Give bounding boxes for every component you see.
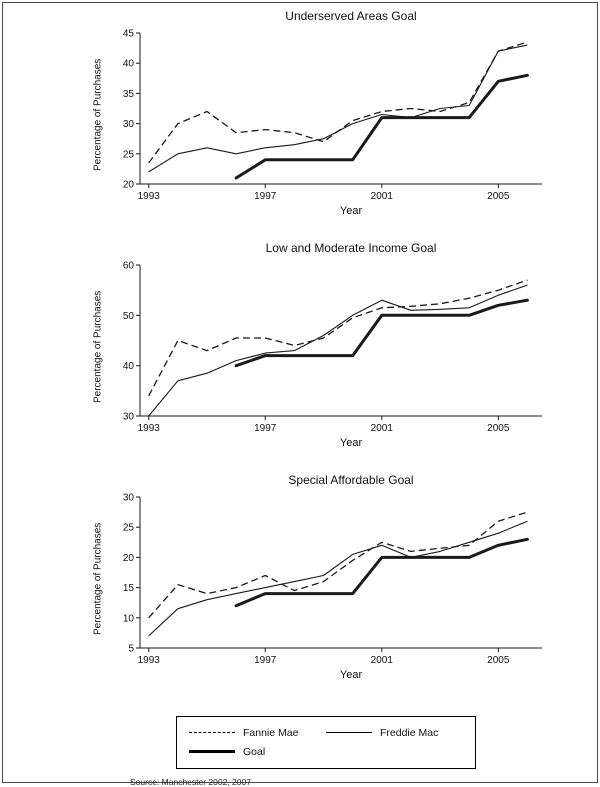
y-tick-label: 40	[123, 59, 135, 70]
y-tick-label: 20	[123, 180, 135, 191]
low-moderate-income-plot: 30 40 50 60 1993 1997 2001 2005	[123, 261, 542, 434]
y-tick-label: 35	[123, 89, 135, 100]
series-line-fannie-mae	[148, 279, 528, 397]
chart-low-and-moderate-income-goal: Low and Moderate Income Goal Percentage …	[90, 238, 562, 470]
series-line-freddie-mac	[148, 520, 528, 637]
legend-label: Freddie Mac	[380, 726, 439, 739]
y-tick-label: 5	[128, 644, 134, 655]
y-tick-label: 25	[123, 523, 135, 534]
y-tick-label: 30	[123, 119, 135, 130]
x-axis-label: Year	[339, 437, 363, 449]
x-tick-label: 1993	[138, 423, 161, 434]
x-tick-label: 2001	[371, 191, 394, 202]
legend-entry-fannie-mae: Fannie Mae	[189, 727, 326, 739]
y-tick-label: 30	[123, 493, 135, 504]
legend-label: Goal	[243, 745, 266, 758]
chart-underserved-areas-goal: Underserved Areas Goal Percentage of Pur…	[90, 6, 562, 238]
figure-column: Underserved Areas Goal Percentage of Pur…	[90, 6, 562, 787]
legend-row: Fannie Mae Freddie Mac	[189, 723, 463, 742]
x-tick-label: 2005	[487, 191, 510, 202]
x-tick-label: 2005	[487, 423, 510, 434]
x-tick-label: 2005	[487, 655, 510, 666]
y-axis-label: Percentage of Purchases	[92, 522, 104, 636]
y-axis-label: Percentage of Purchases	[92, 58, 104, 172]
source-note: Source: Manchester 2002, 2007	[130, 777, 251, 787]
y-tick-label: 60	[123, 261, 135, 272]
dashed-line-sample-icon	[189, 732, 235, 733]
series-line-freddie-mac	[148, 284, 528, 417]
legend: Fannie Mae Freddie Mac Goal	[176, 716, 476, 769]
chart-body: Percentage of Purchases 20 25 30 35 40 45 1993…	[90, 26, 562, 204]
thick-line-sample-icon	[189, 750, 235, 753]
series-line-goal	[234, 298, 529, 368]
series-line-fannie-mae	[148, 511, 528, 619]
chart-body: Percentage of Purchases 5 10 15 20 25 30 1993 1…	[90, 490, 562, 668]
chart-title: Underserved Areas Goal	[285, 9, 417, 23]
y-tick-label: 40	[123, 361, 135, 372]
x-tick-label: 1997	[254, 423, 277, 434]
chart-title: Low and Moderate Income Goal	[265, 241, 437, 255]
series-line-freddie-mac	[148, 44, 528, 173]
special-affordable-plot: 5 10 15 20 25 30 1993 1997 2001 2005	[123, 493, 542, 666]
chart-special-affordable-goal: Special Affordable Goal Percentage of Pu…	[90, 470, 562, 702]
x-tick-label: 1997	[254, 655, 277, 666]
series-line-goal	[234, 537, 529, 608]
legend-label: Fannie Mae	[243, 726, 299, 739]
x-axis-label: Year	[339, 205, 363, 217]
underserved-areas-plot: 20 25 30 35 40 45 1993 1997 2001 2005	[123, 29, 542, 202]
x-axis-label: Year	[339, 669, 363, 681]
chart-body: Percentage of Purchases 30 40 50 60 1993 1997…	[90, 258, 562, 436]
solid-line-sample-icon	[326, 732, 372, 733]
legend-entry-goal: Goal	[189, 746, 326, 758]
y-tick-label: 15	[123, 583, 135, 594]
y-tick-label: 50	[123, 311, 135, 322]
x-tick-label: 1993	[138, 191, 161, 202]
y-tick-label: 20	[123, 553, 135, 564]
series-line-goal	[234, 73, 529, 180]
y-tick-label: 10	[123, 613, 135, 624]
y-tick-label: 45	[123, 29, 135, 40]
x-tick-label: 1997	[254, 191, 277, 202]
legend-entry-freddie-mac: Freddie Mac	[326, 727, 463, 739]
chart-title: Special Affordable Goal	[288, 473, 414, 487]
legend-row: Goal	[189, 742, 463, 761]
y-axis-label: Percentage of Purchases	[92, 290, 104, 404]
x-tick-label: 1993	[138, 655, 161, 666]
x-tick-label: 2001	[371, 655, 394, 666]
x-tick-label: 2001	[371, 423, 394, 434]
y-tick-label: 25	[123, 149, 135, 160]
y-tick-label: 30	[123, 412, 135, 423]
